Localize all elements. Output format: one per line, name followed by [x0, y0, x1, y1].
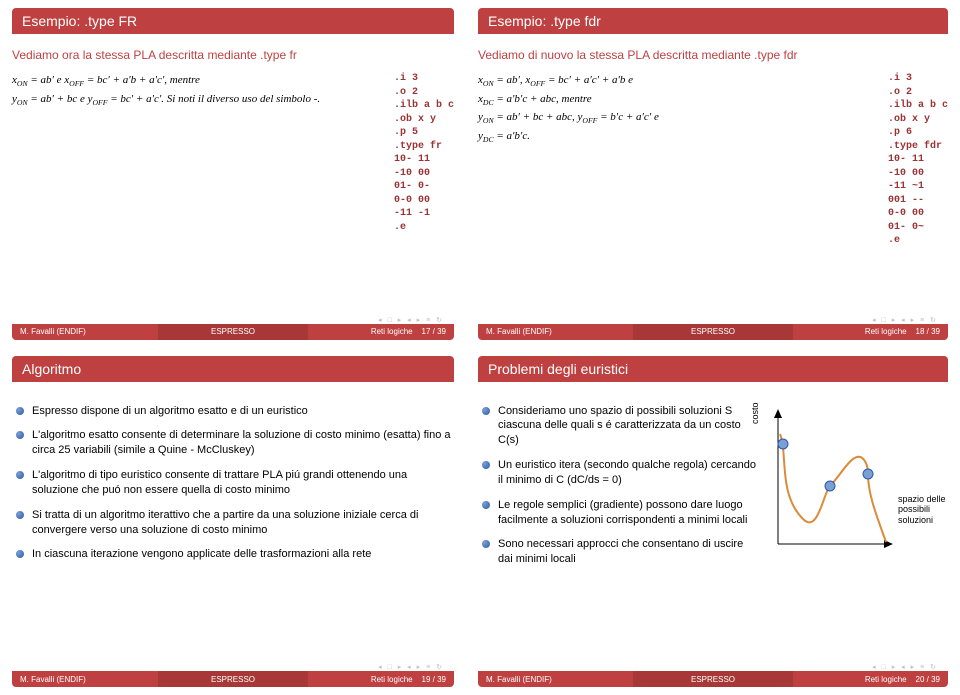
bullet-item: L'algoritmo di tipo euristico consente d… [16, 468, 454, 498]
bullet-item: Sono necessari approcci che consentano d… [482, 537, 758, 567]
footer-author: M. Favalli (ENDIF) [478, 327, 633, 336]
footer-right: Reti logiche 20 / 39 [793, 675, 948, 684]
footer-right: Reti logiche 18 / 39 [793, 327, 948, 336]
footer-bar: M. Favalli (ENDIF) ESPRESSO Reti logiche… [478, 324, 948, 340]
chart-caption: spazio dellepossibilisoluzioni [898, 494, 954, 526]
bullet-list: Espresso dispone di un algoritmo esatto … [12, 404, 454, 573]
bullet-item: Si tratta di un algoritmo iterattivo che… [16, 508, 454, 538]
footer-bar: M. Favalli (ENDIF) ESPRESSO Reti logiche… [12, 671, 454, 687]
footer-right: Reti logiche 19 / 39 [308, 675, 454, 684]
slide-subtitle: Vediamo ora la stessa PLA descritta medi… [12, 48, 454, 62]
math-text: xON = ab′ e xOFF = bc′ + a′b + a′c′, men… [12, 72, 384, 109]
footer-mid: ESPRESSO [158, 324, 308, 340]
slide-19: Algoritmo Espresso dispone di un algorit… [0, 348, 466, 695]
y-axis-label: costo [750, 402, 760, 424]
footer-mid: ESPRESSO [633, 324, 793, 340]
slide-20: Problemi degli euristici Consideriamo un… [466, 348, 960, 695]
footer-bar: M. Favalli (ENDIF) ESPRESSO Reti logiche… [478, 671, 948, 687]
slide-title: Esempio: .type fdr [478, 8, 948, 34]
slide-18: Esempio: .type fdr Vediamo di nuovo la s… [466, 0, 960, 348]
cost-chart: spazio dellepossibilisoluzioni costo [768, 404, 948, 557]
bullet-item: Le regole semplici (gradiente) possono d… [482, 498, 758, 528]
footer-author: M. Favalli (ENDIF) [478, 675, 633, 684]
math-text: xON = ab′, xOFF = bc′ + a′c′ + a′b exDC … [478, 72, 878, 146]
bullet-item: Espresso dispone di un algoritmo esatto … [16, 404, 454, 419]
bullet-item: In ciascuna iterazione vengono applicate… [16, 547, 454, 562]
footer-mid: ESPRESSO [158, 671, 308, 687]
slide-subtitle: Vediamo di nuovo la stessa PLA descritta… [478, 48, 948, 62]
code-block: .i 3 .o 2 .ilb a b c .ob x y .p 5 .type … [394, 72, 454, 234]
bullet-item: Consideriamo uno spazio di possibili sol… [482, 404, 758, 449]
slide-title: Esempio: .type FR [12, 8, 454, 34]
nav-dots: ◂ □ ▸ ◂ ▸ ≡ ↻ [12, 316, 454, 324]
chart-svg [768, 404, 898, 554]
footer-author: M. Favalli (ENDIF) [12, 327, 158, 336]
nav-dots: ◂ □ ▸ ◂ ▸ ≡ ↻ [478, 316, 948, 324]
bullet-list: Consideriamo uno spazio di possibili sol… [478, 404, 758, 578]
nav-dots: ◂ □ ▸ ◂ ▸ ≡ ↻ [478, 663, 948, 671]
footer-bar: M. Favalli (ENDIF) ESPRESSO Reti logiche… [12, 324, 454, 340]
nav-dots: ◂ □ ▸ ◂ ▸ ≡ ↻ [12, 663, 454, 671]
code-block: .i 3 .o 2 .ilb a b c .ob x y .p 6 .type … [888, 72, 948, 248]
bullet-item: Un euristico itera (secondo qualche rego… [482, 458, 758, 488]
footer-mid: ESPRESSO [633, 671, 793, 687]
slide-title: Algoritmo [12, 356, 454, 382]
bullet-item: L'algoritmo esatto consente di determina… [16, 428, 454, 458]
footer-author: M. Favalli (ENDIF) [12, 675, 158, 684]
slide-title: Problemi degli euristici [478, 356, 948, 382]
footer-right: Reti logiche 17 / 39 [308, 327, 454, 336]
slide-17: Esempio: .type FR Vediamo ora la stessa … [0, 0, 466, 348]
